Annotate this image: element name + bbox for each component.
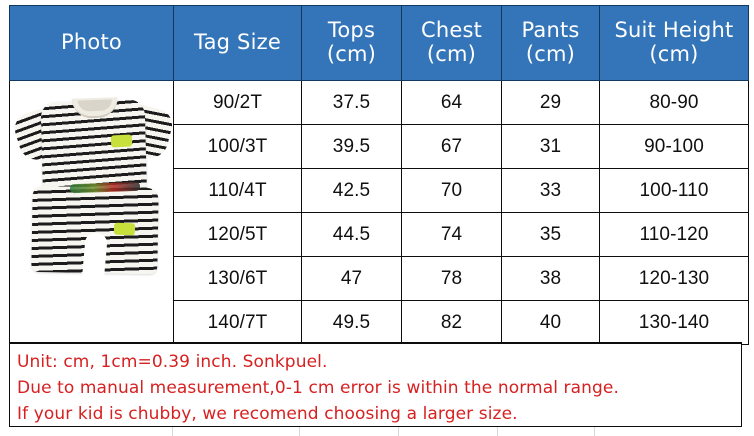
column-header-pants-line1: Pants xyxy=(521,18,580,43)
cell-tag-size: 90/2T xyxy=(173,80,302,125)
column-header-suit-height: Suit Height (cm) xyxy=(599,5,749,81)
column-header-chest-line2: (cm) xyxy=(426,42,477,66)
cell-pants: 31 xyxy=(501,124,600,169)
cell-chest: 70 xyxy=(401,168,502,213)
cell-tag-size: 100/3T xyxy=(173,124,302,169)
cell-suit-height: 80-90 xyxy=(599,80,749,125)
header-row: Photo Tag Size Tops (cm) Chest (cm) Pant… xyxy=(9,5,749,81)
note-unit: Unit: cm, 1cm=0.39 inch. Sonkpuel. xyxy=(17,352,328,372)
table-row: 120/5T 44.5 74 35 110-120 xyxy=(10,212,749,257)
column-header-tag-size-line1: Tag Size xyxy=(194,30,281,55)
size-chart-table: Photo Tag Size Tops (cm) Chest (cm) Pant… xyxy=(9,5,749,345)
cell-pants: 35 xyxy=(501,212,600,257)
column-header-suit-height-line2: (cm) xyxy=(649,42,699,66)
shorts-leg-gap xyxy=(82,231,108,278)
cell-chest: 82 xyxy=(401,300,502,345)
cell-suit-height: 120-130 xyxy=(599,256,749,301)
column-header-tops-line2: (cm) xyxy=(326,42,377,66)
shorts-waistband-detail xyxy=(69,181,141,193)
cell-pants: 40 xyxy=(501,300,600,345)
residual-column-guides xyxy=(9,427,742,436)
cell-tops: 39.5 xyxy=(301,124,402,169)
neon-tag-shorts xyxy=(113,222,136,235)
disclaimer-notes: Unit: cm, 1cm=0.39 inch. Sonkpuel. Due t… xyxy=(9,342,742,427)
cell-tag-size: 140/7T xyxy=(173,300,302,345)
table-body: 90/2T 37.5 64 29 80-90 100/3T 39.5 67 31… xyxy=(9,80,749,345)
cell-pants: 29 xyxy=(501,80,600,125)
cell-suit-height: 110-120 xyxy=(599,212,749,257)
column-header-pants: Pants (cm) xyxy=(501,5,600,81)
cell-pants: 33 xyxy=(501,168,600,213)
cell-chest: 64 xyxy=(401,80,502,125)
cell-tops: 37.5 xyxy=(301,80,402,125)
cell-tag-size: 120/5T xyxy=(173,212,302,257)
cell-tag-size: 130/6T xyxy=(173,256,302,301)
column-header-chest: Chest (cm) xyxy=(401,5,502,81)
column-header-pants-line2: (cm) xyxy=(525,42,576,66)
table-row: 100/3T 39.5 67 31 90-100 xyxy=(10,124,749,169)
column-header-tag-size: Tag Size xyxy=(173,5,302,81)
cell-chest: 74 xyxy=(401,212,502,257)
cell-tops: 42.5 xyxy=(301,168,402,213)
column-header-photo-line1: Photo xyxy=(61,30,122,55)
column-header-photo: Photo xyxy=(9,5,174,81)
table-header: Photo Tag Size Tops (cm) Chest (cm) Pant… xyxy=(9,5,749,81)
note-measurement-error: Due to manual measurement,0-1 cm error i… xyxy=(17,378,619,398)
cell-tops: 49.5 xyxy=(301,300,402,345)
column-header-chest-line1: Chest xyxy=(420,18,483,43)
table-row: 90/2T 37.5 64 29 80-90 xyxy=(9,80,749,345)
cell-chest: 67 xyxy=(401,124,502,169)
note-sizing-advice: If your kid is chubby, we recomend choos… xyxy=(17,404,518,424)
cell-suit-height: 100-110 xyxy=(599,168,749,213)
column-header-tops: Tops (cm) xyxy=(301,5,402,81)
cell-suit-height: 90-100 xyxy=(599,124,749,169)
cell-tag-size: 110/4T xyxy=(173,168,302,213)
cell-suit-height: 130-140 xyxy=(599,300,749,345)
cell-pants: 38 xyxy=(501,256,600,301)
cell-chest: 78 xyxy=(401,256,502,301)
neon-tag-shirt xyxy=(110,133,133,148)
table-row: 110/4T 42.5 70 33 100-110 xyxy=(10,168,749,213)
product-photo-cell xyxy=(9,80,174,345)
table-row: 130/6T 47 78 38 120-130 xyxy=(10,256,749,301)
column-header-suit-height-line1: Suit Height xyxy=(614,18,734,43)
table-row: 140/7T 49.5 82 40 130-140 xyxy=(10,300,749,345)
cell-tops: 44.5 xyxy=(301,212,402,257)
striped-outfit-illustration xyxy=(10,82,173,343)
cell-tops: 47 xyxy=(301,256,402,301)
column-header-tops-line1: Tops xyxy=(327,18,376,43)
